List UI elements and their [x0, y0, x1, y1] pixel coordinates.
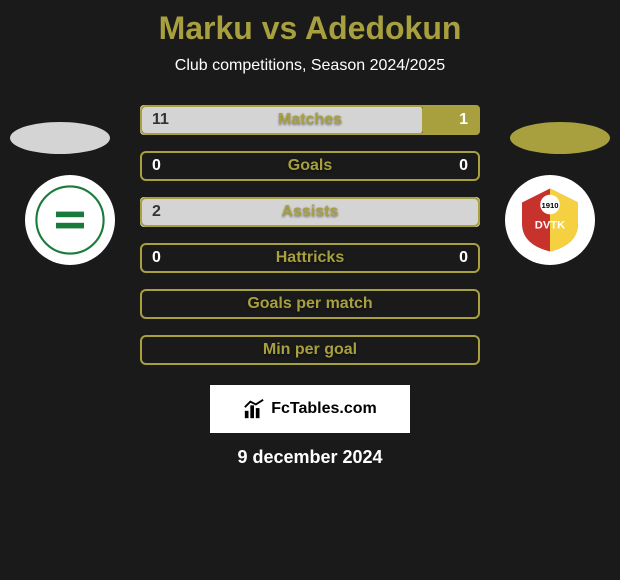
brand-text: FcTables.com	[271, 400, 377, 418]
svg-text:DVTK: DVTK	[535, 219, 565, 231]
player2-color-marker	[510, 122, 610, 154]
stat-row: Assists 2	[140, 197, 480, 227]
club-badge-left	[25, 175, 115, 265]
stat-label: Goals per match	[247, 295, 372, 313]
stat-value-left: 2	[152, 203, 161, 221]
player1-name: Marku	[159, 10, 253, 46]
stat-value-left: 0	[152, 157, 161, 175]
stat-row: Goals 0 0	[140, 151, 480, 181]
title-vs: vs	[262, 10, 305, 46]
player2-name: Adedokun	[305, 10, 461, 46]
svg-text:1910: 1910	[541, 201, 558, 210]
comparison-bars: Matches111Goals00Assists2Hattricks00Goal…	[140, 105, 480, 365]
player1-color-marker	[10, 122, 110, 154]
page-title: Marku vs Adedokun	[0, 10, 620, 47]
stat-value-right: 1	[459, 111, 468, 129]
stat-row: Matches111	[140, 105, 480, 135]
crest-left-icon	[35, 185, 105, 255]
stat-value-right: 0	[459, 249, 468, 267]
stat-value-left: 0	[152, 249, 161, 267]
bar-fill-right	[422, 105, 480, 135]
stat-label: Hattricks	[276, 249, 344, 267]
stat-label: Assists	[282, 203, 339, 221]
date-label: 9 december 2024	[0, 447, 620, 468]
stat-label: Matches	[278, 111, 342, 129]
stat-label: Goals	[288, 157, 332, 175]
club-badge-right: 1910 DVTK	[505, 175, 595, 265]
stat-row: Goals per match	[140, 289, 480, 319]
stat-row: Hattricks 0 0	[140, 243, 480, 273]
stat-row: Min per goal	[140, 335, 480, 365]
subtitle: Club competitions, Season 2024/2025	[0, 57, 620, 75]
stat-label: Min per goal	[263, 341, 357, 359]
chart-icon	[243, 398, 265, 420]
brand-box[interactable]: FcTables.com	[210, 385, 410, 433]
stat-value-left: 11	[152, 111, 169, 129]
stat-value-right: 0	[459, 157, 468, 175]
comparison-card: Marku vs Adedokun Club competitions, Sea…	[0, 0, 620, 580]
crest-right-icon: 1910 DVTK	[515, 185, 585, 255]
